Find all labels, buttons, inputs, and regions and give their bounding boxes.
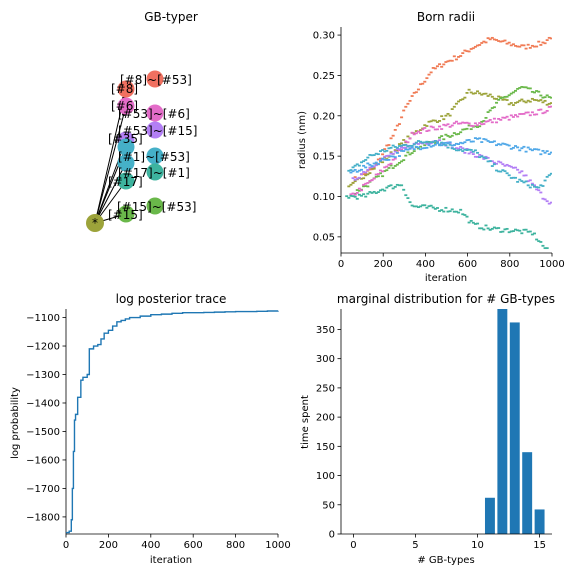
trace-ytick-label: −1400 xyxy=(26,398,60,409)
born-xtick-label: 400 xyxy=(416,259,435,270)
born-xtick-label: 800 xyxy=(500,259,519,270)
trace-xtick-label: 600 xyxy=(184,540,203,551)
tree-node xyxy=(117,154,135,172)
trace-xtick-label: 800 xyxy=(226,540,245,551)
hist-xlabel: # GB-types xyxy=(417,555,474,566)
tree-node xyxy=(117,138,135,156)
born-ytick-label: 0.05 xyxy=(313,232,335,243)
hist-bars xyxy=(484,309,545,534)
tree-edge xyxy=(94,105,127,224)
hist-ytick-label: 50 xyxy=(322,500,335,511)
born-xtick-label: 200 xyxy=(374,259,393,270)
hist-xtick-label: 10 xyxy=(471,540,484,551)
tree-node xyxy=(146,70,164,88)
born-radii-chart: Born radii iteration radius (nm) 0 200 400… xyxy=(297,10,565,284)
trace-xtick-label: 0 xyxy=(63,540,69,551)
born-ytick-label: 0.10 xyxy=(313,192,335,203)
log-posterior-chart: log posterior trace iteration log probab… xyxy=(10,292,291,566)
tree-node-label: [#17] xyxy=(108,175,143,189)
born-ytick-label: 0.25 xyxy=(313,71,335,82)
tree-title: GB-typer xyxy=(144,10,198,24)
hist-title: marginal distribution for # GB-types xyxy=(337,292,555,306)
gb-typer-tree: GB-typer * [#8]~[#53][#8] [#6][#53]~[#6] [#… xyxy=(86,10,198,232)
tree-root-label: * xyxy=(92,216,98,230)
hist-xtick-label: 5 xyxy=(412,540,418,551)
tree-node xyxy=(146,147,164,165)
tree-node-label: [#35] xyxy=(108,132,143,146)
hist-bar xyxy=(509,322,520,534)
born-ylabel: radius (nm) xyxy=(297,111,308,169)
tree-edge xyxy=(94,162,127,224)
hist-ytick-label: 250 xyxy=(316,383,335,394)
born-xtick-label: 1000 xyxy=(539,259,564,270)
trace-ytick-label: −1700 xyxy=(26,484,60,495)
tree-node-label: [#8]~[#53] xyxy=(120,73,192,87)
hist-bar xyxy=(497,309,508,534)
trace-ytick-label: −1200 xyxy=(26,342,60,353)
tree-node-label: [#53]~[#6] xyxy=(118,107,190,121)
tree-node xyxy=(146,163,164,181)
trace-xlabel: iteration xyxy=(150,555,192,566)
tree-node xyxy=(146,121,164,139)
tree-node xyxy=(146,197,164,215)
born-xtick-label: 0 xyxy=(338,259,344,270)
tree-node xyxy=(117,172,135,190)
trace-ytick-label: −1800 xyxy=(26,512,60,523)
hist-ytick-label: 0 xyxy=(329,530,335,541)
hist-ylabel: time spent xyxy=(300,395,311,449)
hist-ytick-label: 100 xyxy=(316,471,335,482)
trace-ytick-label: −1300 xyxy=(26,370,60,381)
hist-ytick-label: 200 xyxy=(316,413,335,424)
tree-node-label: [#15]~[#53] xyxy=(117,200,196,214)
tree-node-label: [#15] xyxy=(108,208,143,222)
tree-node-label: [#6] xyxy=(111,99,138,113)
trace-xtick-label: 400 xyxy=(141,540,160,551)
tree-node-label: [#1]~[#53] xyxy=(118,150,190,164)
hist-ytick-label: 300 xyxy=(316,354,335,365)
tree-root-node xyxy=(86,214,104,232)
trace-xtick-label: 1000 xyxy=(265,540,290,551)
hist-bar xyxy=(522,452,533,534)
tree-node-label: [#53]~[#15] xyxy=(118,124,197,138)
trace-line xyxy=(66,310,279,534)
trace-ytick-label: −1500 xyxy=(26,427,60,438)
hist-xtick-label: 15 xyxy=(533,540,546,551)
tree-node xyxy=(117,97,135,115)
born-xtick-label: 600 xyxy=(458,259,477,270)
trace-ytick-label: −1100 xyxy=(26,313,60,324)
tree-node xyxy=(146,104,164,122)
born-title: Born radii xyxy=(417,10,475,24)
trace-ytick-label: −1600 xyxy=(26,455,60,466)
trace-title: log posterior trace xyxy=(116,292,227,306)
hist-xtick-label: 0 xyxy=(350,540,356,551)
hist-bar xyxy=(484,497,495,534)
tree-node-label: [#17]~[#1] xyxy=(118,166,190,180)
gb-types-histogram: marginal distribution for # GB-types # G… xyxy=(300,292,555,566)
trace-ylabel: log probability xyxy=(10,387,21,459)
born-xlabel: iteration xyxy=(425,273,467,284)
tree-node-label: [#8] xyxy=(111,82,138,96)
hist-ytick-label: 150 xyxy=(316,442,335,453)
tree-node xyxy=(117,80,135,98)
hist-ytick-label: 350 xyxy=(316,325,335,336)
born-ytick-label: 0.20 xyxy=(313,111,335,122)
trace-xtick-label: 200 xyxy=(99,540,118,551)
born-ytick-label: 0.15 xyxy=(313,152,335,163)
hist-bar xyxy=(534,509,545,534)
tree-node xyxy=(117,205,135,223)
born-marks xyxy=(345,36,552,250)
born-ytick-label: 0.30 xyxy=(313,31,335,42)
